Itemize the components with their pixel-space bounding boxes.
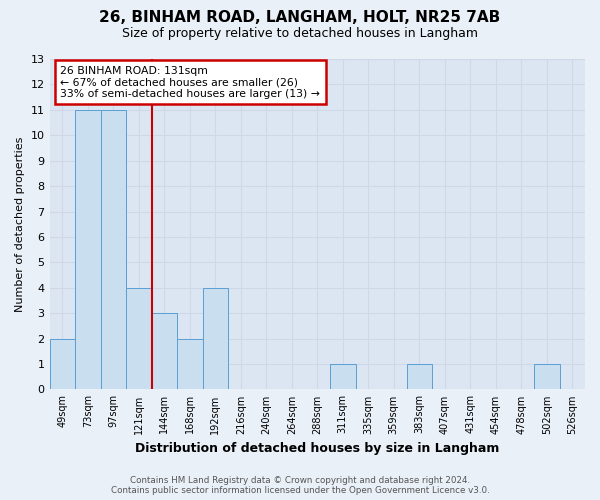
Bar xyxy=(177,338,203,390)
Text: 26 BINHAM ROAD: 131sqm
← 67% of detached houses are smaller (26)
33% of semi-det: 26 BINHAM ROAD: 131sqm ← 67% of detached… xyxy=(60,66,320,99)
Bar xyxy=(203,288,228,390)
Text: 26, BINHAM ROAD, LANGHAM, HOLT, NR25 7AB: 26, BINHAM ROAD, LANGHAM, HOLT, NR25 7AB xyxy=(100,10,500,25)
Text: Contains HM Land Registry data © Crown copyright and database right 2024.
Contai: Contains HM Land Registry data © Crown c… xyxy=(110,476,490,495)
Bar xyxy=(407,364,432,390)
Bar xyxy=(50,338,75,390)
Text: Size of property relative to detached houses in Langham: Size of property relative to detached ho… xyxy=(122,28,478,40)
Bar xyxy=(101,110,126,390)
Bar xyxy=(152,313,177,390)
Bar xyxy=(75,110,101,390)
Bar xyxy=(330,364,356,390)
X-axis label: Distribution of detached houses by size in Langham: Distribution of detached houses by size … xyxy=(135,442,499,455)
Bar xyxy=(534,364,560,390)
Bar xyxy=(126,288,152,390)
Y-axis label: Number of detached properties: Number of detached properties xyxy=(15,136,25,312)
